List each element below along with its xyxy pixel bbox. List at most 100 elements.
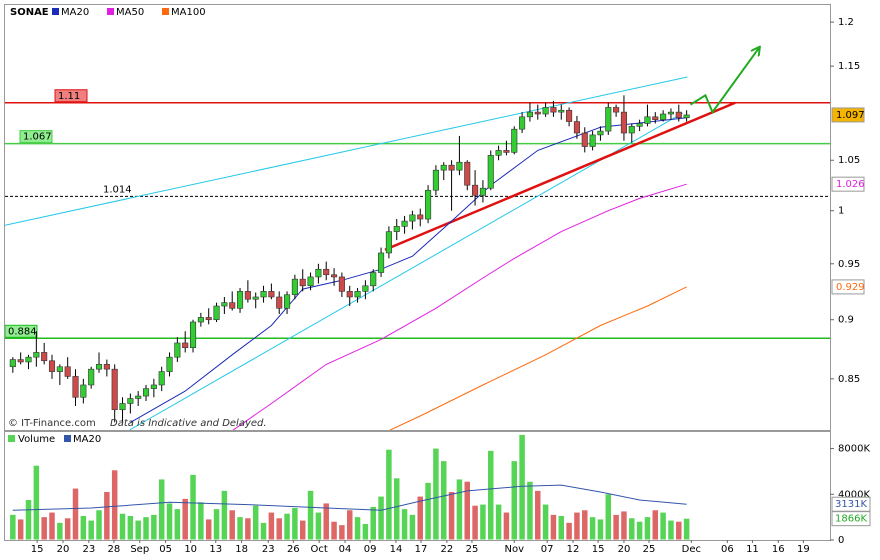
trend-line (384, 101, 736, 251)
legend-label: MA20 (61, 7, 89, 18)
candle-body (346, 291, 353, 298)
candle-body (166, 356, 173, 372)
candle-body (628, 126, 635, 134)
x-tick-label: 04 (339, 544, 352, 555)
volume-bar (268, 512, 275, 540)
candle-body (425, 189, 432, 220)
candle-body (95, 364, 103, 370)
volume-bar (566, 522, 572, 540)
volume-bar (660, 512, 666, 540)
volume-bar (119, 513, 126, 540)
candle-body (542, 107, 549, 115)
volume-bar (299, 520, 306, 540)
volume-bar (488, 450, 494, 540)
volume-bar (41, 517, 47, 540)
candle-body (307, 276, 314, 287)
volume-bar (378, 496, 384, 540)
volume-bar (464, 481, 470, 540)
candle-body (41, 352, 48, 362)
plot: 1.11 1.067 1.014 0.884 0.85 0.9 0.95 1 1.05 1.15 1… (5, 7, 871, 555)
volume-bar (629, 518, 635, 540)
volume-bar (151, 514, 157, 540)
candle-body (675, 111, 682, 119)
volume-bar (104, 492, 110, 540)
candle-body (503, 150, 510, 153)
volume-bar (292, 508, 298, 540)
volume-bar (10, 514, 16, 540)
x-tick-label: 23 (262, 544, 275, 555)
x-tick-label: 28 (108, 544, 121, 555)
candle-body (331, 274, 338, 278)
x-tick-label: 15 (31, 544, 44, 555)
y-tick-label: 8000K (838, 444, 870, 455)
volume-bar (158, 479, 165, 540)
volume-bar (636, 521, 643, 540)
candle-body (620, 111, 627, 134)
last-label-box (831, 279, 865, 295)
volume-panel (4, 431, 831, 541)
volume-bar (143, 517, 149, 540)
last-label: 1.026 (836, 179, 865, 190)
candle-body (9, 359, 16, 368)
volume-bar (135, 520, 141, 540)
candle-body (17, 359, 24, 363)
candle-body (315, 268, 322, 278)
x-tick-label: 12 (567, 544, 580, 555)
candle-body (581, 132, 588, 147)
candle-body (142, 388, 150, 397)
candle-body (111, 368, 118, 411)
volume-bar (441, 461, 447, 540)
candle-body (80, 384, 87, 398)
x-tick-label: 25 (643, 544, 656, 555)
volume-ma (12, 484, 687, 511)
volume-bar (605, 494, 612, 540)
volume-bar (33, 465, 40, 540)
x-tick-label: 20 (618, 544, 631, 555)
candle-body (472, 184, 479, 196)
volume-bar (683, 518, 690, 540)
candle-body (566, 109, 573, 122)
x-tick-label: 25 (466, 544, 479, 555)
candle-body (644, 116, 651, 124)
volume-bar (354, 517, 361, 540)
volume-bar (307, 490, 314, 540)
last-label-box (831, 107, 865, 123)
volume-bar (127, 516, 134, 540)
volume-bar (433, 448, 439, 540)
legend-title: SONAE (10, 7, 49, 18)
candle-body (197, 317, 204, 323)
candle-body (48, 360, 56, 372)
volume-bar (237, 517, 243, 540)
volume-bar (370, 506, 376, 540)
volume-bar (284, 513, 290, 540)
candle-body (189, 321, 197, 348)
candle-body (338, 276, 345, 292)
x-tick-label: Dec (682, 544, 701, 555)
level-label: 0.884 (8, 326, 37, 337)
ma-line (389, 286, 687, 430)
candle-body (660, 113, 667, 120)
candle-body (299, 278, 306, 287)
candle-body (667, 111, 674, 115)
candle-body (409, 214, 416, 222)
candle-body (636, 123, 643, 127)
last-label: 0.929 (836, 282, 865, 293)
candle-body (378, 252, 385, 273)
y-tick-label: 1 (838, 206, 844, 217)
candle-body (276, 296, 283, 309)
candle-body (487, 155, 494, 189)
last-label: 1866K (835, 514, 867, 525)
legend-swatch (162, 8, 169, 15)
level-label: 1.067 (23, 132, 52, 143)
x-tick-label: Nov (504, 544, 524, 555)
volume-bar (245, 518, 251, 540)
legend-swatch (64, 435, 71, 442)
x-tick-label: 13 (209, 544, 222, 555)
candle-body (205, 317, 212, 321)
volume-bar (668, 520, 674, 540)
candle-body (589, 134, 596, 147)
candle-body (182, 342, 189, 348)
ma-line (232, 183, 687, 430)
volume-bar (558, 516, 565, 540)
trend-line (5, 76, 688, 226)
